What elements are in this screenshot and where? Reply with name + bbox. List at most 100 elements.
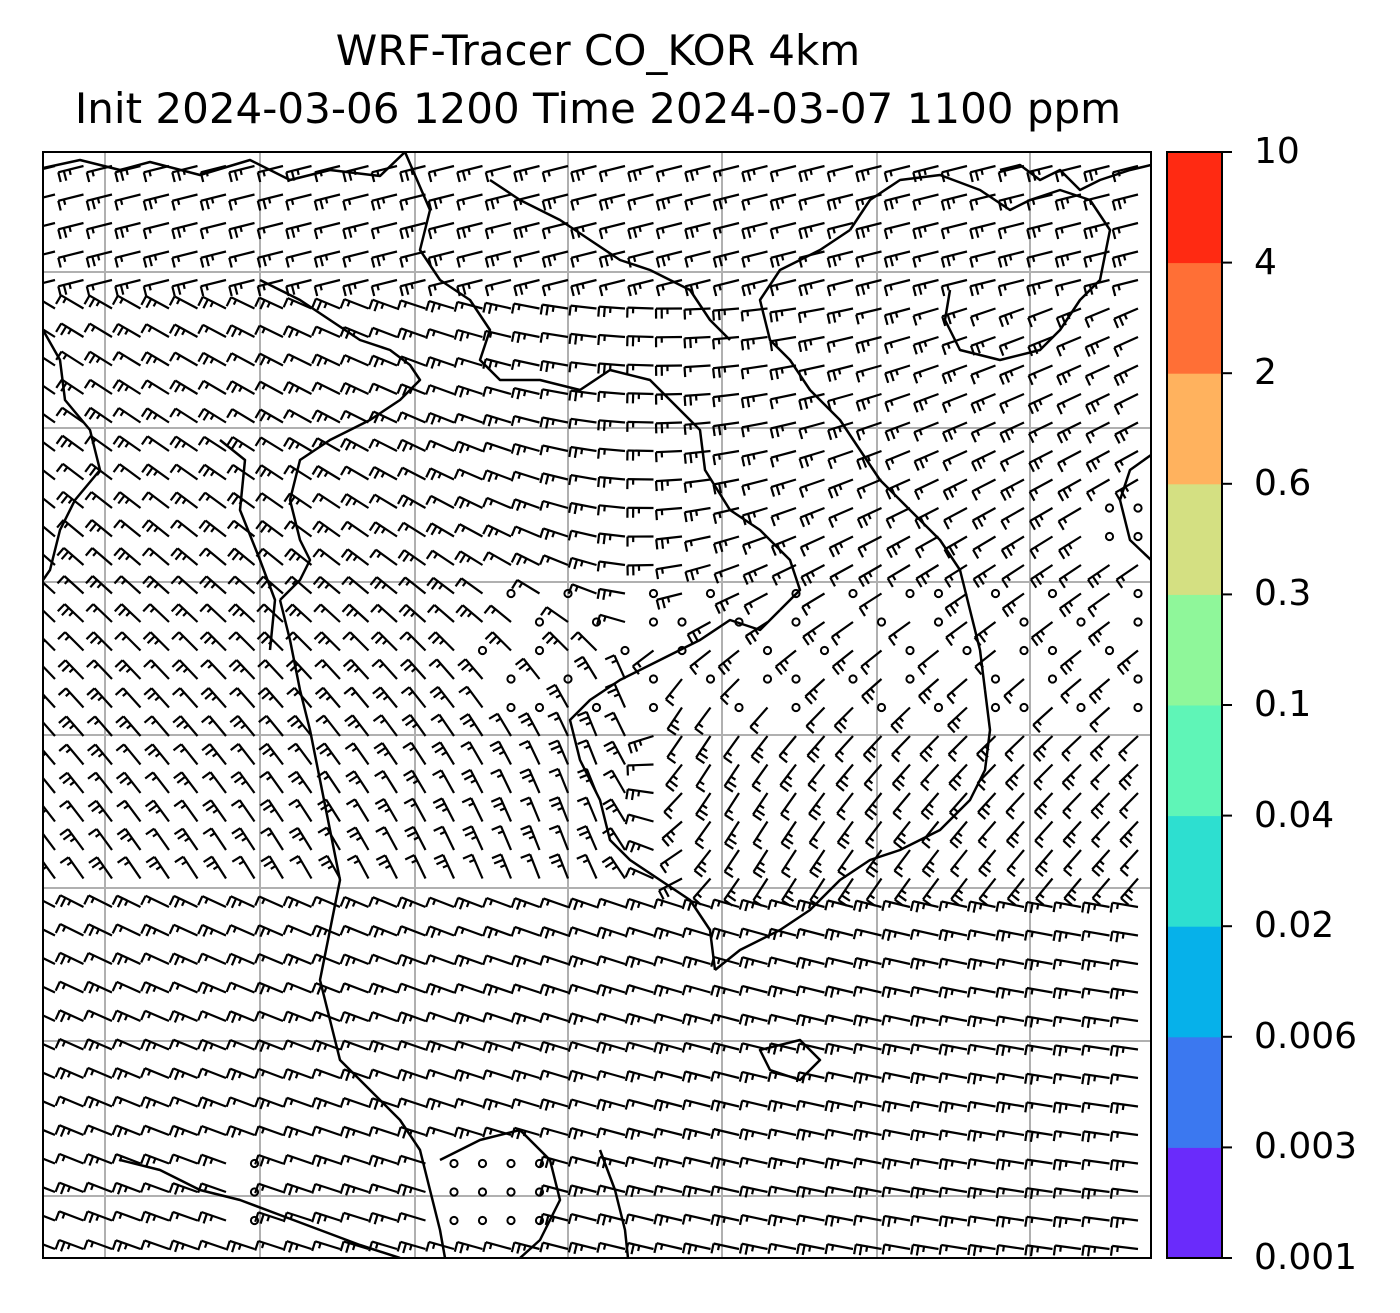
wind-barb (1085, 421, 1110, 444)
wind-barb (342, 658, 370, 680)
wind-barb (285, 250, 312, 268)
wind-barb (860, 649, 883, 676)
calm-wind-marker (1133, 674, 1143, 684)
wind-barb (1054, 164, 1082, 183)
wind-barb (570, 193, 597, 211)
calm-wind-marker (876, 702, 887, 713)
wind-barb (712, 193, 740, 211)
wind-barb (626, 449, 654, 461)
wind-barb (227, 575, 256, 595)
wind-barb (834, 735, 854, 763)
wind-barb (453, 300, 483, 312)
colorbar-tick-label: 0.001 (1254, 1237, 1358, 1278)
map-subtitle: Init 2024-03-06 1200 Time 2024-03-07 110… (74, 84, 1122, 133)
wind-barb (1028, 421, 1053, 444)
wind-barb (341, 603, 370, 623)
wind-barb (510, 552, 540, 566)
wind-barb (368, 410, 398, 424)
wind-barb (741, 221, 768, 240)
wind-barb (1056, 393, 1082, 415)
wind-barb (539, 360, 569, 373)
wind-barb (573, 655, 598, 680)
wind-barb (114, 164, 141, 183)
wind-barb (597, 476, 626, 488)
wind-barb (396, 438, 426, 452)
wind-barb (539, 527, 569, 540)
wind-barb (285, 193, 312, 211)
wind-barb (312, 520, 341, 538)
wind-barb (169, 491, 199, 509)
wind-barb (371, 658, 398, 680)
wind-barb (56, 575, 85, 595)
calm-wind-marker (1047, 645, 1058, 656)
wind-barb (257, 659, 284, 680)
wind-barb (141, 547, 170, 566)
wind-barb (425, 328, 455, 340)
wind-barb (596, 613, 626, 625)
wind-barb (115, 715, 142, 737)
wind-barb (1055, 335, 1082, 357)
wind-barb (396, 411, 426, 424)
wind-barb (57, 687, 85, 709)
wind-barb (1084, 307, 1110, 329)
wind-barb (570, 221, 597, 240)
calm-wind-marker (990, 588, 1001, 599)
wind-barb (1056, 364, 1082, 386)
wind-barb (342, 631, 370, 652)
wind-barb (626, 506, 654, 518)
wind-barb (370, 250, 398, 268)
wind-barb (654, 335, 683, 348)
wind-barb (539, 444, 569, 456)
wind-barb (1114, 421, 1139, 444)
colorbar-band (1167, 262, 1222, 374)
wind-barb (226, 519, 256, 538)
wind-barb (1088, 678, 1111, 705)
wind-barb (627, 734, 654, 754)
wind-barb (341, 576, 370, 595)
wind-barb (799, 506, 825, 528)
wind-barb (256, 164, 284, 183)
wind-barb (654, 392, 683, 405)
wind-barb (313, 221, 341, 240)
wind-barb (113, 575, 142, 595)
wind-barb (998, 307, 1025, 328)
wind-barb (57, 659, 85, 680)
wind-barb (368, 466, 398, 481)
calm-wind-marker (1133, 588, 1143, 599)
calm-wind-marker (648, 617, 659, 627)
wind-barb (769, 250, 797, 268)
wind-barb (425, 549, 455, 566)
wind-barb (826, 221, 854, 240)
wind-barb (940, 193, 968, 211)
wind-barb (740, 335, 768, 351)
wind-barb (256, 631, 284, 652)
wind-barb (655, 278, 683, 297)
wind-barb (912, 335, 939, 355)
wind-barb (769, 307, 797, 323)
wind-barb (798, 392, 825, 411)
wind-barb (313, 193, 341, 211)
wind-barb (368, 521, 398, 538)
wind-barb (886, 535, 911, 559)
wind-barb (912, 307, 939, 326)
wind-barb (114, 221, 141, 240)
wind-barb (596, 587, 626, 600)
wind-barb (912, 193, 939, 211)
wind-barb (598, 193, 626, 211)
wind-barb (339, 382, 369, 395)
wind-barb (84, 519, 113, 538)
wind-barb (798, 364, 825, 382)
wind-barb (827, 478, 854, 499)
wind-barb (55, 406, 85, 424)
wind-barb (314, 686, 341, 709)
wind-barb (400, 686, 427, 709)
wind-barb (941, 335, 968, 356)
calm-wind-marker (990, 702, 1001, 713)
wind-barb (83, 294, 113, 310)
wind-barb (482, 524, 512, 538)
wind-barb (200, 659, 227, 680)
wind-barb (597, 333, 626, 346)
wind-barb (342, 278, 369, 297)
wind-barb (712, 421, 740, 437)
colorbar-tick-label: 10 (1254, 131, 1300, 172)
